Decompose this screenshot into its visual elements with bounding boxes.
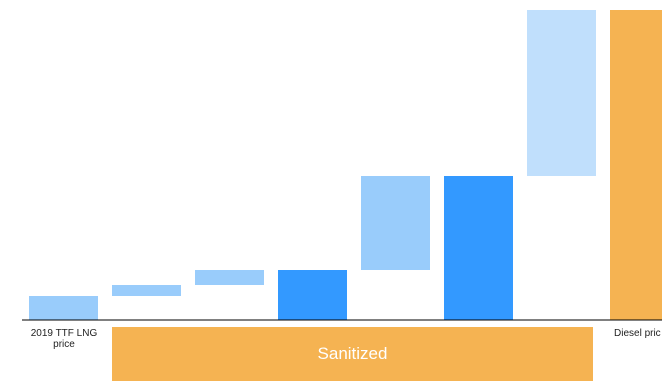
bar-1 <box>29 296 98 320</box>
bar-8 <box>610 10 662 320</box>
banner-text: Sanitized <box>317 344 388 363</box>
category-label-first: 2019 TTF LNG price <box>30 328 98 350</box>
category-label-last: Diesel pric <box>614 328 661 339</box>
bars-group <box>29 10 662 320</box>
bar-2 <box>112 285 181 296</box>
sanitized-banner: Sanitized <box>112 327 593 381</box>
bar-3 <box>195 270 264 285</box>
bar-5 <box>361 176 430 270</box>
bar-6 <box>444 176 513 320</box>
bar-7 <box>527 10 596 176</box>
bar-4 <box>278 270 347 320</box>
